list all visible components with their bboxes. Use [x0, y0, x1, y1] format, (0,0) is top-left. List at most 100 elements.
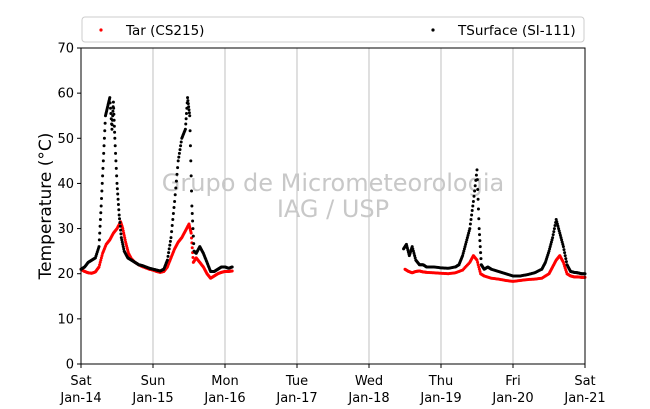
- data-point: [477, 267, 481, 271]
- data-point: [561, 242, 565, 246]
- data-point: [109, 106, 113, 110]
- y-tick-label: 0: [66, 358, 74, 373]
- data-point: [469, 218, 473, 222]
- data-point: [172, 206, 176, 209]
- data-point: [548, 245, 552, 249]
- data-point: [121, 227, 125, 231]
- data-point: [474, 173, 478, 177]
- data-point: [171, 218, 175, 222]
- data-point: [113, 136, 117, 140]
- data-point: [560, 240, 564, 244]
- x-tick-date-label: Jan-15: [131, 391, 173, 406]
- data-point: [174, 186, 178, 190]
- data-point: [119, 232, 123, 236]
- y-axis-label: Temperature (°C): [36, 133, 56, 281]
- data-point: [112, 118, 116, 122]
- data-point: [462, 249, 466, 253]
- data-point: [466, 233, 470, 237]
- data-point: [167, 247, 171, 251]
- data-point: [548, 247, 552, 251]
- legend-box: [81, 16, 585, 43]
- data-point: [183, 127, 187, 131]
- data-point: [470, 209, 474, 213]
- data-point: [461, 254, 465, 258]
- data-point: [550, 238, 554, 242]
- data-point: [184, 117, 188, 121]
- data-point: [111, 100, 115, 104]
- data-point: [189, 174, 193, 178]
- data-point: [476, 207, 480, 211]
- data-point: [476, 260, 480, 264]
- x-tick-date-label: Jan-18: [347, 391, 389, 406]
- data-point: [184, 111, 188, 115]
- x-tick-date-label: Jan-14: [59, 391, 101, 406]
- data-point: [103, 121, 107, 125]
- data-point: [173, 193, 177, 197]
- data-point: [102, 151, 106, 155]
- x-tick-date-label: Jan-16: [203, 391, 245, 406]
- data-point: [170, 224, 174, 228]
- data-point: [110, 123, 114, 127]
- data-point: [471, 199, 475, 203]
- data-point: [118, 217, 122, 221]
- x-tick-day-label: Sat: [70, 374, 91, 389]
- data-point: [100, 189, 104, 193]
- data-point: [551, 233, 555, 237]
- x-tick-day-label: Tue: [285, 374, 308, 389]
- data-point: [476, 263, 480, 267]
- data-point: [557, 229, 561, 233]
- data-point: [563, 251, 567, 255]
- data-point: [115, 187, 119, 191]
- data-point: [122, 233, 126, 237]
- data-point: [558, 231, 562, 235]
- data-point: [102, 144, 106, 148]
- data-point: [564, 260, 568, 264]
- data-point: [165, 258, 169, 262]
- plot-frame: [80, 47, 586, 365]
- data-point: [549, 242, 553, 246]
- data-point: [121, 245, 125, 249]
- y-tick-label: 10: [57, 312, 74, 327]
- data-point: [111, 109, 115, 113]
- watermark-line-1: Grupo de Micrometeorologia: [162, 169, 504, 197]
- y-tick-label: 50: [57, 132, 74, 147]
- data-point: [179, 140, 183, 144]
- data-point: [115, 181, 119, 185]
- data-point: [177, 151, 181, 155]
- data-point: [113, 130, 117, 134]
- data-point: [461, 251, 465, 255]
- legend-marker-tsurface: [431, 28, 435, 32]
- legend-marker-tar: [99, 28, 103, 32]
- data-point: [412, 251, 416, 255]
- data-point: [478, 233, 482, 237]
- data-point: [462, 247, 466, 251]
- data-point: [468, 222, 472, 226]
- data-point: [97, 245, 101, 249]
- data-point: [123, 236, 127, 240]
- data-point: [411, 247, 415, 251]
- data-point: [476, 187, 480, 191]
- data-point: [177, 155, 181, 159]
- data-point: [465, 236, 469, 240]
- data-point: [110, 127, 114, 131]
- data-point: [166, 254, 170, 258]
- data-point: [476, 197, 480, 201]
- data-point: [114, 151, 118, 155]
- data-point: [563, 254, 567, 258]
- data-point: [179, 144, 183, 148]
- series-tsurface: [79, 96, 587, 278]
- y-axis: 0 10 20 30 40 50 60 70: [57, 42, 81, 373]
- data-point: [100, 254, 104, 258]
- data-point: [116, 192, 120, 196]
- data-point: [99, 204, 103, 208]
- y-tick-label: 60: [57, 87, 74, 102]
- data-point: [190, 189, 194, 193]
- data-point: [173, 199, 177, 203]
- data-point: [170, 230, 174, 234]
- data-point: [167, 251, 171, 255]
- x-tick-day-label: Fri: [505, 374, 521, 389]
- data-point: [479, 257, 483, 261]
- data-point: [100, 181, 104, 185]
- data-point: [99, 258, 103, 262]
